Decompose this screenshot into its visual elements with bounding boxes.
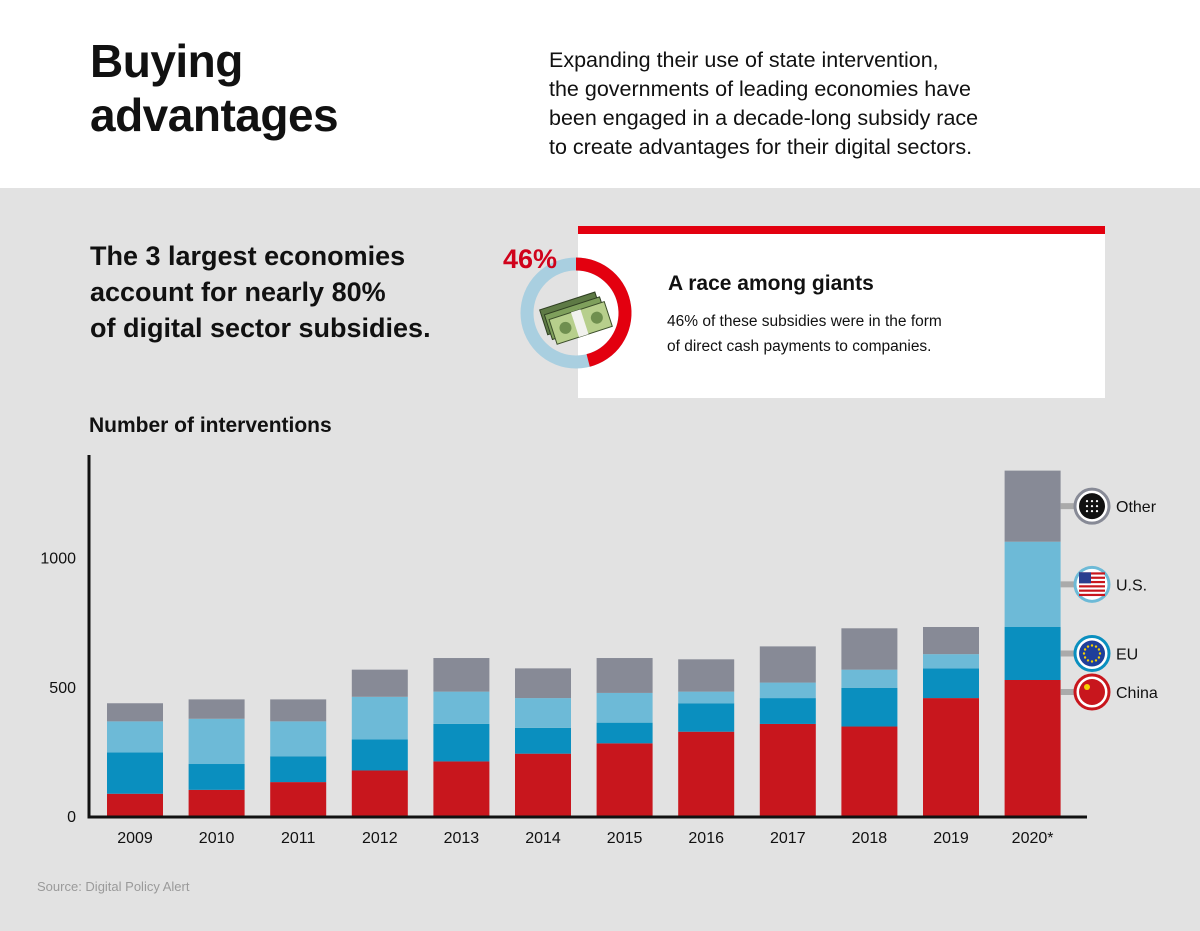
bar-us-2013 [433,691,490,724]
bar-other-2012 [351,669,408,697]
bar-eu-2018 [841,687,898,727]
legend-label: U.S. [1116,577,1147,594]
bar-eu-2016 [678,703,735,732]
other-grid-icon [1073,487,1111,525]
bar-us-2012 [351,696,408,740]
bar-china-2013 [433,761,490,817]
bar-eu-2009 [107,752,163,794]
legend-label: Other [1116,499,1157,516]
bar-us-2014 [515,698,571,728]
bar-china-2009 [107,793,163,817]
x-tick-label: 2018 [852,830,888,847]
x-tick-label: 2012 [362,830,398,847]
card-text-line: of direct cash payments to companies. [667,338,932,355]
intro-line: been engaged in a decade-long subsidy ra… [549,106,979,130]
x-tick-label: 2017 [770,830,806,847]
legend-label: EU [1116,646,1138,663]
donut-share-arc [575,257,632,367]
bar-other-2018 [841,628,898,670]
headline-line: of digital sector subsidies. [90,313,431,343]
bar-eu-2019 [923,668,979,699]
bar-other-2017 [759,646,816,683]
bar-us-2020 [1004,541,1061,628]
bar-us-2015 [596,692,653,723]
bar-eu-2017 [759,698,816,724]
bar-eu-2015 [596,722,653,744]
x-tick-label: 2010 [199,830,235,847]
bar-china-2010 [188,789,245,817]
bar-other-2016 [678,659,735,692]
card-title: A race among giants [668,272,874,295]
bar-china-2016 [678,731,735,817]
intro-line: to create advantages for their digital s… [549,135,973,159]
bar-us-2010 [188,718,245,765]
bar-eu-2011 [270,756,327,783]
x-tick-label: 2009 [117,830,153,847]
page-title: Buying advantages [90,34,339,142]
source-note: Source: Digital Policy Alert [37,879,190,894]
header: Buying advantages Expanding their use of… [0,0,1200,188]
bar-china-2011 [270,782,327,817]
bar-eu-2010 [188,764,245,790]
card-text: 46% of these subsidies were in the form … [667,309,942,359]
bar-other-2019 [923,627,979,655]
bar-us-2009 [107,721,163,753]
bar-china-2012 [351,770,408,817]
bar-eu-2014 [515,727,571,754]
bar-other-2014 [515,668,571,699]
money-stack-icon [539,291,613,345]
x-tick-label: 2016 [688,830,724,847]
china-flag-icon [1073,673,1111,711]
cash-share-donut [520,257,632,369]
y-tick-label: 0 [67,809,76,826]
bar-other-2015 [596,658,653,693]
bar-us-2018 [841,669,898,688]
intro-line: Expanding their use of state interventio… [549,48,939,72]
bar-eu-2013 [433,723,490,762]
y-tick-label: 500 [49,680,76,697]
bar-eu-2012 [351,739,408,771]
bar-china-2014 [515,753,571,817]
bar-china-2020 [1004,679,1061,817]
title-line: Buying [90,35,243,87]
info-card-accent-bar [578,226,1105,234]
legend-label: China [1116,685,1158,702]
x-tick-label: 2020* [1012,830,1054,847]
intro-text: Expanding their use of state interventio… [549,46,1069,162]
bar-us-2019 [923,654,979,669]
bar-other-2011 [270,699,327,722]
card-text-line: 46% of these subsidies were in the form [667,313,942,330]
x-tick-label: 2011 [281,830,316,847]
bar-us-2017 [759,682,816,699]
eu-flag-icon [1073,634,1111,672]
bar-china-2017 [759,723,816,817]
bar-other-2020 [1004,470,1061,542]
bar-other-2009 [107,703,163,722]
bar-china-2015 [596,743,653,817]
headline-line: account for nearly 80% [90,277,386,307]
x-tick-label: 2013 [444,830,480,847]
x-tick-label: 2015 [607,830,643,847]
us-flag-icon [1073,565,1111,603]
title-line: advantages [90,89,339,141]
bar-china-2018 [841,726,898,817]
chart-title: Number of interventions [89,414,332,437]
info-card [578,232,1105,398]
bar-other-2013 [433,658,490,692]
bar-us-2011 [270,721,327,757]
x-tick-label: 2019 [933,830,969,847]
bar-china-2019 [923,698,979,817]
headline-line: The 3 largest economies [90,241,406,271]
cash-share-percent: 46% [503,244,558,274]
headline: The 3 largest economies account for near… [90,238,431,346]
intro-line: the governments of leading economies hav… [549,77,971,101]
x-tick-label: 2014 [525,830,561,847]
bar-eu-2020 [1004,627,1061,680]
bar-other-2010 [188,699,245,719]
y-tick-label: 1000 [40,551,76,568]
bar-us-2016 [678,691,735,704]
